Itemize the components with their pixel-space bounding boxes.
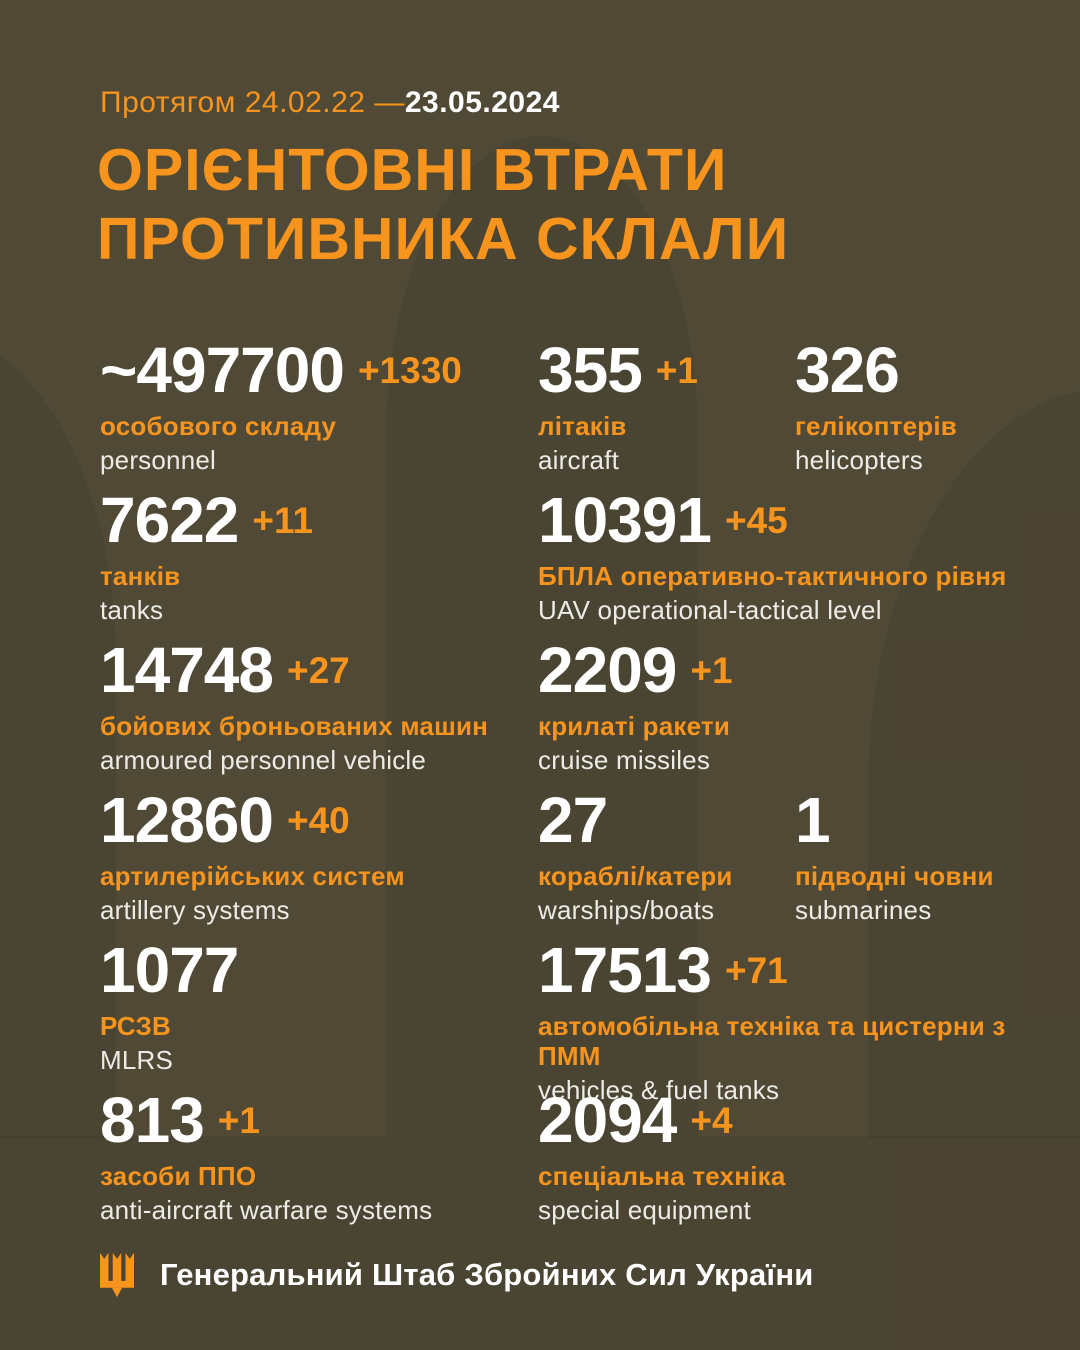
stat-value: 17513	[538, 934, 712, 1006]
stat-label-en: artillery systems	[100, 894, 290, 925]
stat-delta: +1	[655, 350, 698, 391]
organization-name: Генеральний Штаб Збройних Сил України	[160, 1257, 814, 1292]
stat-value: 813	[100, 1084, 205, 1156]
stat-delta: +40	[286, 800, 350, 841]
stat-armoured-vehicles: 14748 +27 бойових броньованих машин armou…	[100, 638, 538, 788]
stat-cruise-missiles: 2209 +1 крилаті ракети cruise missiles	[538, 638, 1050, 788]
stat-delta: +1330	[357, 350, 462, 391]
stat-aircraft: 355 +1 літаків aircraft	[538, 338, 795, 488]
stat-label-ua: РСЗВ	[100, 1011, 171, 1041]
period-end-date: 23.05.2024	[404, 86, 560, 119]
watermark-trident-left-tine	[0, 328, 116, 1138]
losses-grid: ~497700 +1330 особового складу personnel …	[100, 338, 1050, 1238]
watermark-trident-base	[0, 1136, 1080, 1350]
stat-uav: 10391 +45 БПЛА оперативно-тактичного рівн…	[538, 488, 1050, 638]
stat-label-en: warships/boats	[538, 894, 715, 925]
stat-label-ua: спеціальна техніка	[538, 1161, 786, 1191]
stat-label-ua: бойових броньованих машин	[100, 711, 489, 741]
stat-warships: 27 кораблі/катери warships/boats	[538, 788, 795, 938]
stat-label-ua: літаків	[538, 411, 627, 441]
stat-value: 2094	[538, 1084, 677, 1156]
stat-label-ua: автомобільна техніка та цистерни з ПММ	[538, 1011, 1006, 1071]
stat-anti-aircraft: 813 +1 засоби ППО anti-aircraft warfare s…	[100, 1088, 538, 1238]
stat-value: 326	[795, 334, 900, 406]
stat-label-en: armoured personnel vehicle	[100, 744, 427, 775]
stat-label-en: personnel	[100, 444, 216, 475]
stat-vehicles-fuel-tanks: 17513 +71 автомобільна техніка та цистерн…	[538, 934, 1050, 1105]
stat-value: ~497700	[100, 334, 345, 406]
stat-helicopters: 326 гелікоптерів helicopters	[795, 338, 1050, 488]
title-line-2: ПРОТИВНИКА СКЛАЛИ	[97, 206, 790, 273]
stat-delta: +1	[690, 650, 733, 691]
stat-label-en: anti-aircraft warfare systems	[100, 1194, 433, 1225]
stat-label-en: helicopters	[795, 444, 923, 475]
stat-personnel: ~497700 +1330 особового складу personnel	[100, 338, 538, 488]
page-title: ОРІЄНТОВНІ ВТРАТИ ПРОТИВНИКА СКЛАЛИ	[97, 136, 789, 274]
stat-value: 27	[538, 784, 608, 856]
stat-mlrs: 1077 РСЗВ MLRS	[100, 938, 538, 1088]
stat-label-en: submarines	[795, 894, 932, 925]
stat-label-ua: гелікоптерів	[795, 411, 957, 441]
period-dash: —	[374, 86, 405, 119]
stat-label-en: aircraft	[538, 444, 620, 475]
stat-delta: +4	[690, 1100, 733, 1141]
stat-delta: +71	[724, 950, 788, 991]
stat-tanks: 7622 +11 танків tanks	[100, 488, 538, 638]
stat-label-ua: БПЛА оперативно-тактичного рівня	[538, 561, 1007, 591]
stat-label-ua: кораблі/катери	[538, 861, 733, 891]
stat-value: 355	[538, 334, 643, 406]
stat-value: 7622	[100, 484, 239, 556]
stat-label-en: vehicles & fuel tanks	[538, 1074, 780, 1105]
stat-label-ua: крилаті ракети	[538, 711, 731, 741]
stat-label-en: special equipment	[538, 1194, 751, 1225]
stat-special-equipment: 2094 +4 спеціальна техніка special equipm…	[538, 1088, 1050, 1238]
stat-label-en: MLRS	[100, 1044, 174, 1075]
stat-label-ua: танків	[100, 561, 181, 591]
stat-value: 1077	[100, 934, 239, 1006]
stat-delta: +45	[724, 500, 788, 541]
stat-label-en: UAV operational-tactical level	[538, 594, 882, 625]
stat-delta: +27	[286, 650, 350, 691]
footer: Генеральний Штаб Збройних Сил України	[100, 1252, 814, 1298]
stat-value: 14748	[100, 634, 274, 706]
stat-value: 2209	[538, 634, 677, 706]
stat-delta: +11	[252, 500, 314, 541]
stat-label-ua: особового складу	[100, 411, 337, 441]
stat-label-ua: артилерійських систем	[100, 861, 405, 891]
tryzub-trident-icon	[100, 1252, 134, 1298]
stat-value: 12860	[100, 784, 274, 856]
stat-artillery: 12860 +40 артилерійських систем artillery…	[100, 788, 538, 938]
period-start-date: 24.02.22	[244, 86, 366, 119]
stat-value: 10391	[538, 484, 712, 556]
report-period: Протягом 24.02.22 —23.05.2024	[100, 86, 560, 120]
watermark-trident-center-tine	[386, 136, 698, 1136]
stat-submarines: 1 підводні човни submarines	[795, 788, 1050, 938]
stat-label-en: cruise missiles	[538, 744, 711, 775]
stat-label-en: tanks	[100, 594, 164, 625]
title-line-1: ОРІЄНТОВНІ ВТРАТИ	[97, 137, 728, 203]
stat-delta: +1	[217, 1100, 260, 1141]
stat-label-ua: засоби ППО	[100, 1161, 257, 1191]
period-prefix: Протягом	[100, 86, 236, 119]
stat-value: 1	[795, 784, 831, 856]
stat-label-ua: підводні човни	[795, 861, 994, 891]
